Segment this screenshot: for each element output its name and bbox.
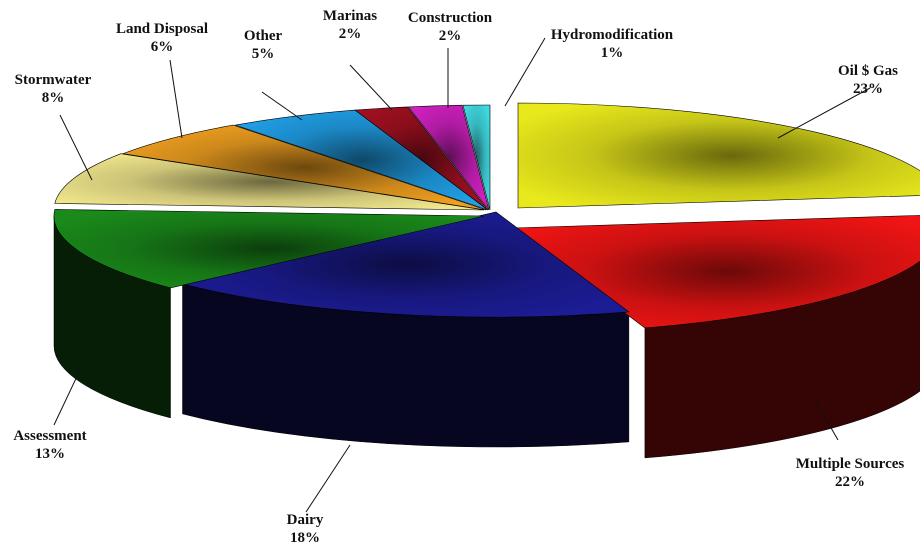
slice-shading bbox=[463, 104, 490, 210]
leader-line-oil-gas bbox=[777, 87, 871, 139]
slice-label-construction: Construction bbox=[408, 10, 493, 26]
slice-label-marinas: Marinas bbox=[323, 8, 377, 24]
leader-line-stormwater bbox=[59, 114, 93, 181]
leader-line-hydromodification bbox=[504, 37, 546, 107]
leader-line-dairy bbox=[305, 444, 351, 513]
slice-label-dairy: Dairy bbox=[287, 512, 324, 528]
slice-shading bbox=[54, 153, 485, 210]
leader-line-assessment bbox=[53, 369, 81, 426]
pie-side-walls bbox=[53, 215, 920, 459]
slice-shading bbox=[408, 105, 489, 210]
label-leader-lines bbox=[53, 37, 871, 513]
slice-percent-assessment: 13% bbox=[35, 446, 65, 462]
slice-label-hydromodification: Hydromodification bbox=[551, 27, 674, 43]
slice-percent-multiple-sources: 22% bbox=[835, 474, 865, 490]
slice-percent-dairy: 18% bbox=[290, 530, 320, 546]
slice-percent-marinas: 2% bbox=[339, 26, 362, 42]
slice-percent-land-disposal: 6% bbox=[151, 39, 174, 55]
slice-shading bbox=[355, 106, 488, 210]
slice-label-assessment: Assessment bbox=[13, 428, 86, 444]
leader-line-land-disposal bbox=[169, 59, 183, 139]
slice-percent-stormwater: 8% bbox=[42, 90, 65, 106]
slice-percent-other: 5% bbox=[252, 46, 275, 62]
slice-percent-oil-gas: 23% bbox=[853, 81, 883, 97]
slice-percent-construction: 2% bbox=[439, 28, 462, 44]
slice-shading bbox=[53, 209, 485, 288]
slice-label-land-disposal: Land Disposal bbox=[116, 21, 208, 37]
slice-shading bbox=[182, 212, 629, 318]
slice-label-multiple-sources: Multiple Sources bbox=[796, 456, 905, 472]
slice-percent-hydromodification: 1% bbox=[601, 45, 624, 61]
slice-shading bbox=[512, 215, 920, 328]
leader-line-multiple-sources bbox=[814, 399, 839, 441]
pie-top-faces bbox=[53, 102, 920, 329]
slice-shading bbox=[518, 103, 920, 208]
slice-label-other: Other bbox=[244, 28, 283, 44]
leader-line-other bbox=[261, 91, 303, 121]
slice-shading bbox=[122, 125, 487, 210]
slice-shading bbox=[235, 110, 488, 210]
slice-label-oil-gas: Oil $ Gas bbox=[838, 63, 898, 79]
slice-labels: Oil $ Gas 23% Multiple Sources 22% Dairy 18% A… bbox=[13, 8, 904, 546]
leader-line-marinas bbox=[349, 64, 393, 111]
slice-label-stormwater: Stormwater bbox=[15, 72, 92, 88]
